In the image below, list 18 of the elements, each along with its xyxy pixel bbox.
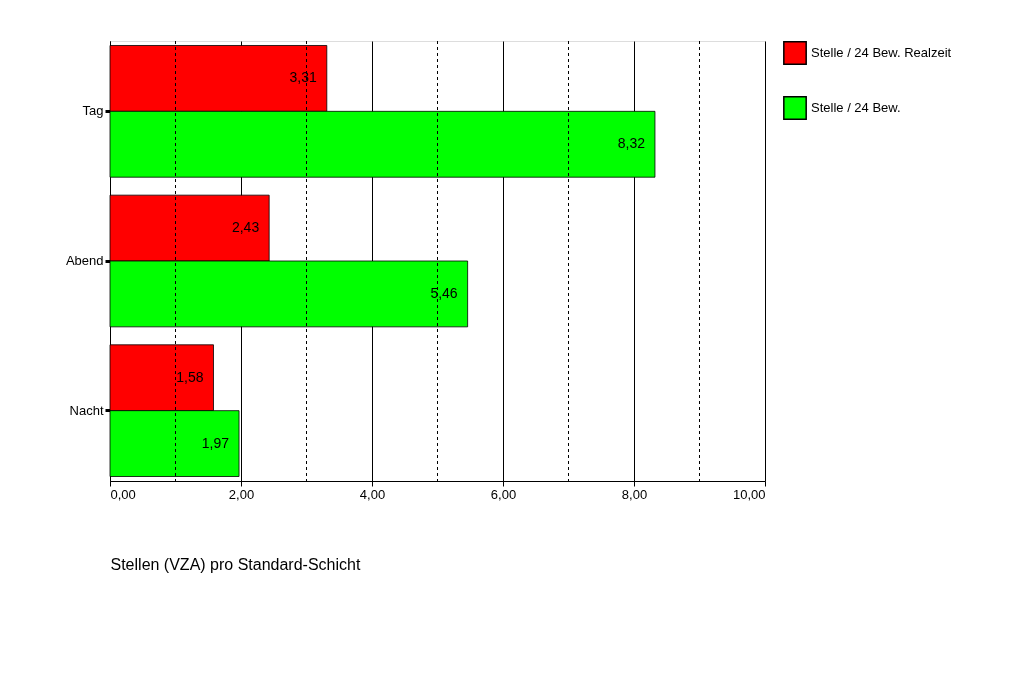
x-tick-label: 0,00 xyxy=(110,486,136,502)
data-label: 8,32 xyxy=(617,135,646,152)
data-label: 5,46 xyxy=(430,284,458,301)
x-axis-title: Stellen (VZA) pro Standard-Schicht xyxy=(110,555,361,573)
y-tick-label: Nacht xyxy=(69,402,104,418)
x-tick-label: 8,00 xyxy=(621,486,648,502)
legend-label: Stelle / 24 Bew. xyxy=(811,100,901,115)
x-tick-label: 4,00 xyxy=(359,486,386,502)
x-tick-label: 2,00 xyxy=(228,486,255,502)
data-label: 3,31 xyxy=(289,69,318,86)
data-label: 1,97 xyxy=(201,434,230,451)
y-tick-label: Tag xyxy=(82,103,104,119)
legend-label: Stelle / 24 Bew. Realzeit xyxy=(811,45,952,60)
x-tick-label: 10,00 xyxy=(732,486,766,502)
data-label: 1,58 xyxy=(176,368,204,385)
data-label: 2,43 xyxy=(231,219,260,236)
y-tick-label: Abend xyxy=(65,253,104,268)
x-tick-label: 6,00 xyxy=(490,486,517,502)
